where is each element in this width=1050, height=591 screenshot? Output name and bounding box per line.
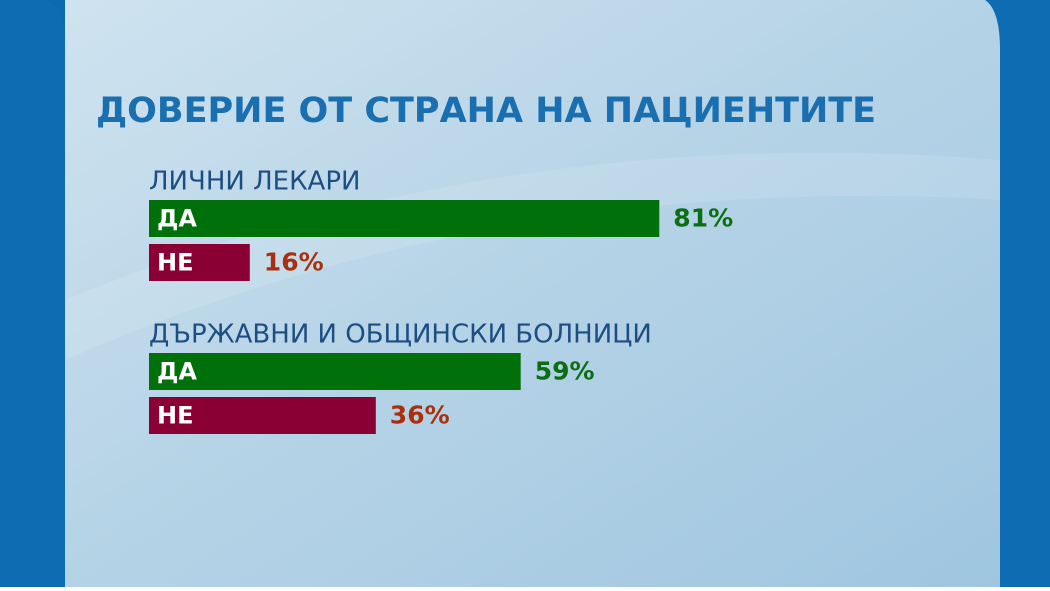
bar-category: ДА	[157, 205, 197, 233]
bar	[149, 397, 376, 434]
bar	[149, 353, 521, 390]
panel	[65, 0, 1000, 587]
title: ДОВЕРИЕ ОТ СТРАНА НА ПАЦИЕНТИТЕ	[96, 91, 876, 131]
bar	[149, 200, 660, 237]
value-label: 59%	[535, 357, 595, 386]
decor	[65, 152, 1000, 360]
left-strip	[0, 0, 65, 587]
right-strip	[985, 0, 1050, 587]
bar-category: НЕ	[157, 402, 193, 430]
group-title: ЛИЧНИ ЛЕКАРИ	[149, 167, 360, 197]
value-label: 81%	[673, 204, 733, 233]
bar-category: ДА	[157, 358, 197, 386]
bar	[149, 244, 250, 281]
bar-category: НЕ	[157, 249, 193, 277]
value-label: 36%	[390, 401, 450, 430]
value-label: 16%	[264, 248, 324, 277]
group-title: ДЪРЖАВНИ И ОБЩИНСКИ БОЛНИЦИ	[149, 320, 652, 350]
